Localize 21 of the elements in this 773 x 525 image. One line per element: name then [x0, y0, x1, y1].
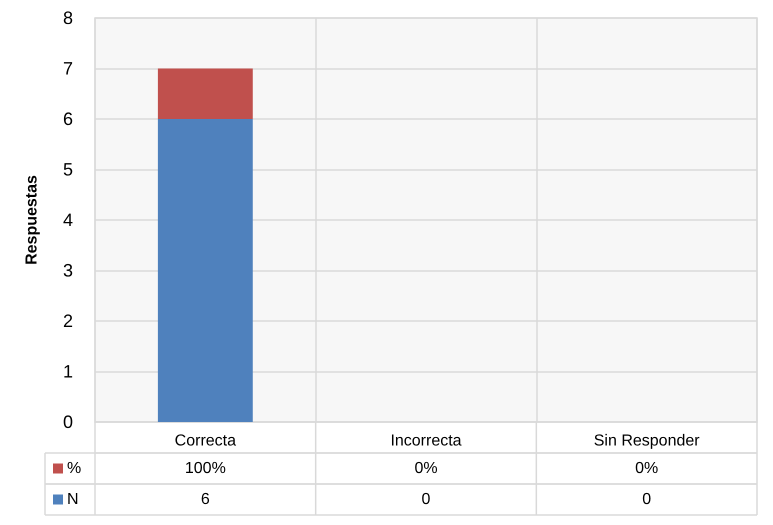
- x-tick-label: Correcta: [174, 432, 236, 450]
- y-tick-label: 8: [62, 8, 73, 28]
- y-axis-title: Respuestas: [24, 174, 40, 265]
- data-label: 0%: [414, 460, 438, 477]
- x-tick-label: Sin Responder: [594, 432, 700, 450]
- y-tick-label: 5: [62, 160, 73, 180]
- x-tick-label: Incorrecta: [390, 432, 462, 450]
- y-tick-label: 4: [62, 210, 73, 230]
- data-label: 0: [642, 491, 652, 508]
- data-label: 0%: [635, 460, 658, 477]
- y-tick-label: 6: [62, 109, 73, 129]
- y-tick-label: 3: [62, 260, 73, 280]
- legend-label: N: [67, 491, 79, 508]
- y-tick-label: 0: [62, 412, 73, 432]
- y-tick-label: 2: [62, 311, 73, 331]
- y-tick-label: 7: [62, 58, 73, 78]
- legend-label: %: [67, 460, 82, 477]
- data-label: 100%: [184, 460, 226, 477]
- data-label: 6: [200, 491, 210, 508]
- data-label: 0: [422, 491, 431, 508]
- y-tick-label: 1: [62, 362, 73, 382]
